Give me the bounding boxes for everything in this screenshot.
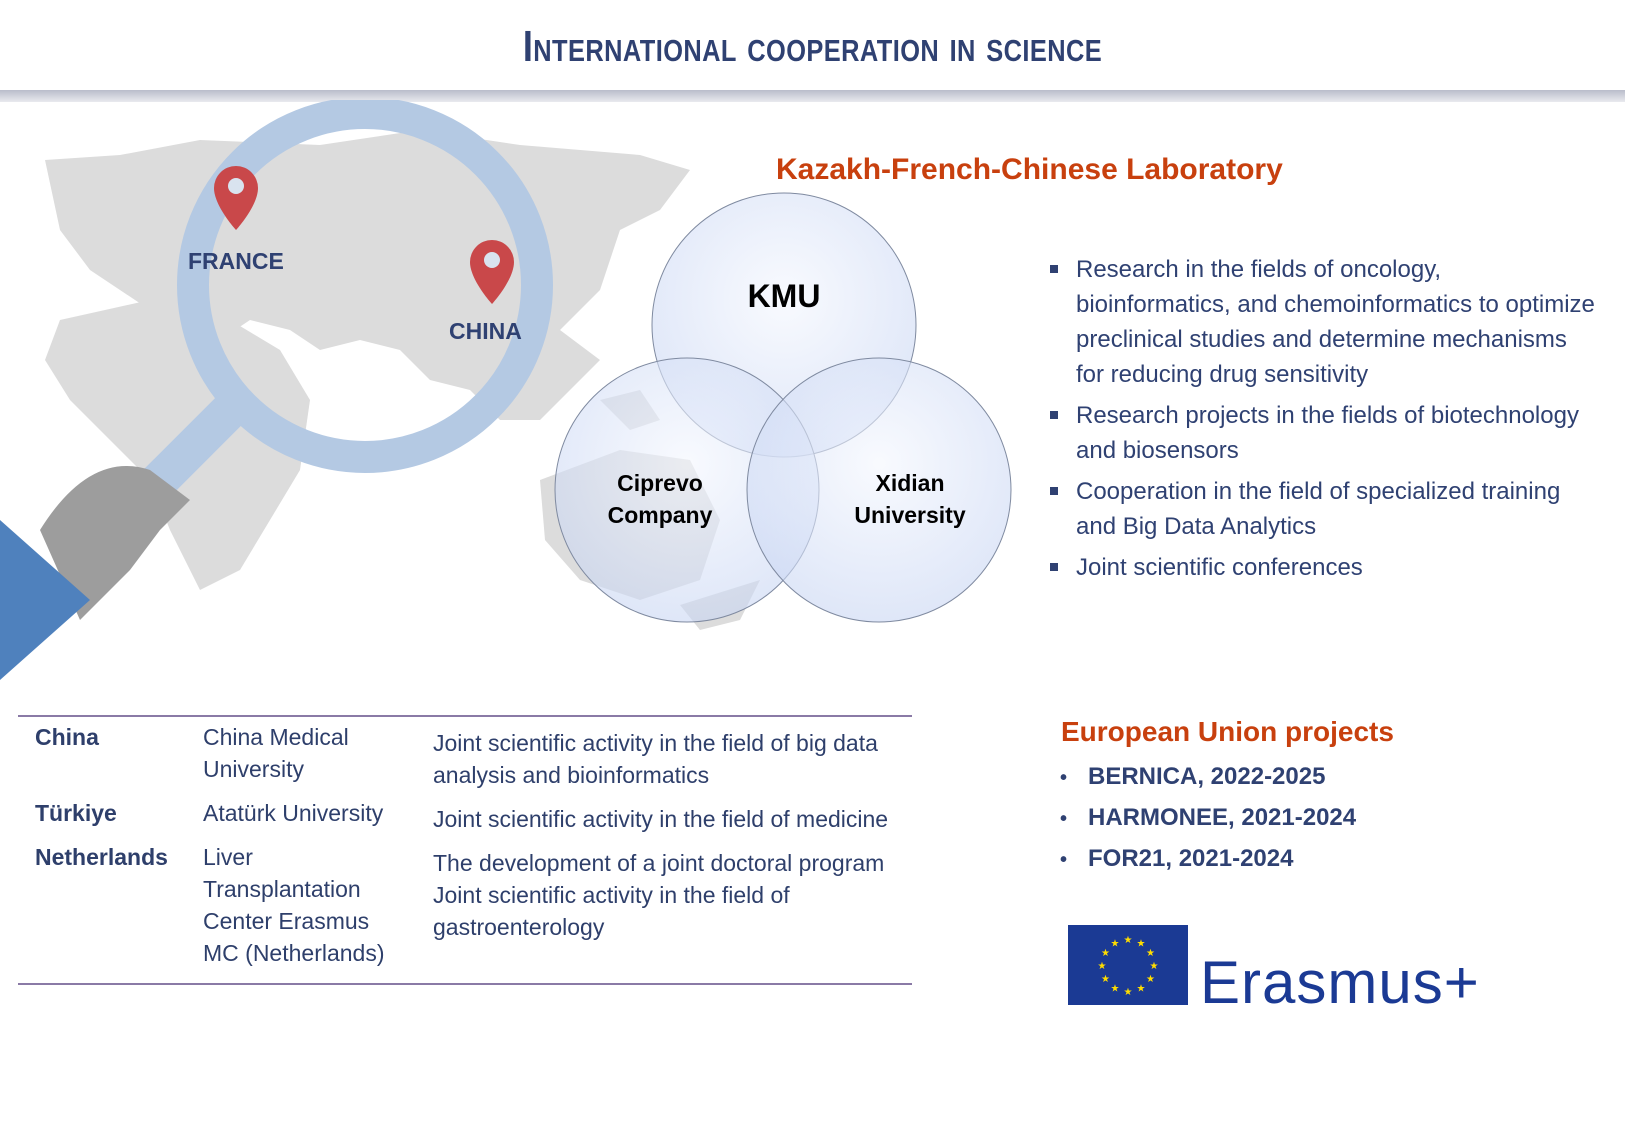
star-icon: ★	[1124, 935, 1133, 946]
magnifier-lens	[177, 100, 553, 473]
erasmus-logo-text: Erasmus+	[1200, 949, 1480, 1016]
star-icon: ★	[1111, 984, 1120, 995]
country-cell: Türkiye	[35, 800, 117, 826]
partner-cell: China Medical University	[203, 724, 349, 782]
project-label: FOR21, 2021-2024	[1088, 845, 1294, 872]
label-china: CHINA	[449, 318, 522, 344]
page-title: International cooperation in science	[522, 22, 1103, 71]
country-cell: Netherlands	[35, 844, 168, 870]
venn-circle-xidian	[746, 357, 1012, 623]
venn-diagram	[554, 192, 1012, 623]
venn-label-xidian: Xidian University	[854, 470, 966, 528]
cooperation-table: China China Medical University Joint sci…	[18, 715, 912, 985]
venn-label-kmu: KMU	[747, 278, 821, 314]
activity-line: The development of a joint doctoral prog…	[433, 850, 885, 876]
label-france: FRANCE	[188, 248, 284, 274]
project-label: BERNICA, 2022-2025	[1088, 763, 1326, 790]
bullet-icon: •	[1060, 808, 1068, 830]
table-row: Türkiye Atatürk University Joint scienti…	[18, 797, 912, 835]
sleeve	[0, 520, 90, 680]
venn-label-ciprevo: Ciprevo Company	[607, 470, 713, 528]
eu-projects-title: European Union projects	[1061, 716, 1394, 747]
eu-flag-icon: ★ ★★★★★★★★★★★	[1068, 925, 1188, 1005]
list-item: Cooperation in the field of specialized …	[1050, 474, 1600, 544]
partner-cell: Liver Transplantation Center Erasmus MC …	[203, 844, 385, 966]
lab-activities-list: Research in the fields of oncology, bioi…	[1050, 252, 1600, 591]
star-icon: ★	[1137, 938, 1146, 949]
country-cell: China	[35, 724, 99, 750]
star-icon: ★	[1101, 948, 1110, 959]
star-icon: ★	[1150, 961, 1159, 972]
list-item: • FOR21, 2021-2024	[1060, 839, 1356, 880]
bullet-icon: •	[1060, 767, 1068, 789]
table-row: China China Medical University Joint sci…	[18, 721, 912, 791]
project-label: HARMONEE, 2021-2024	[1088, 804, 1357, 831]
eu-projects-list: • BERNICA, 2022-2025 • HARMONEE, 2021-2024…	[1060, 757, 1356, 880]
star-icon: ★	[1146, 948, 1155, 959]
list-item: Joint scientific conferences	[1050, 550, 1600, 585]
lab-title: Kazakh-French-Chinese Laboratory	[776, 153, 1283, 186]
activity-cell: Joint scientific activity in the field o…	[433, 730, 878, 788]
header-divider	[0, 90, 1625, 102]
star-icon: ★	[1098, 961, 1107, 972]
list-item: Research projects in the fields of biote…	[1050, 398, 1600, 468]
bullet-icon: •	[1060, 849, 1068, 871]
star-icon: ★	[1101, 974, 1110, 985]
star-icon: ★	[1137, 984, 1146, 995]
activity-cell: The development of a joint doctoral prog…	[433, 841, 912, 969]
list-item: • HARMONEE, 2021-2024	[1060, 798, 1356, 839]
hand-icon	[40, 466, 190, 620]
star-icon: ★	[1146, 974, 1155, 985]
activity-line: Joint scientific activity in the field o…	[433, 882, 790, 940]
star-icon: ★	[1111, 938, 1120, 949]
pin-icon-china	[470, 240, 514, 304]
table-row: Netherlands Liver Transplantation Center…	[18, 841, 912, 969]
list-item: • BERNICA, 2022-2025	[1060, 757, 1356, 798]
star-icon: ★	[1124, 987, 1133, 998]
list-item: Research in the fields of oncology, bioi…	[1050, 252, 1600, 392]
pin-icon-france	[214, 166, 258, 230]
partner-cell: Atatürk University	[203, 800, 384, 826]
activity-cell: Joint scientific activity in the field o…	[433, 806, 889, 832]
